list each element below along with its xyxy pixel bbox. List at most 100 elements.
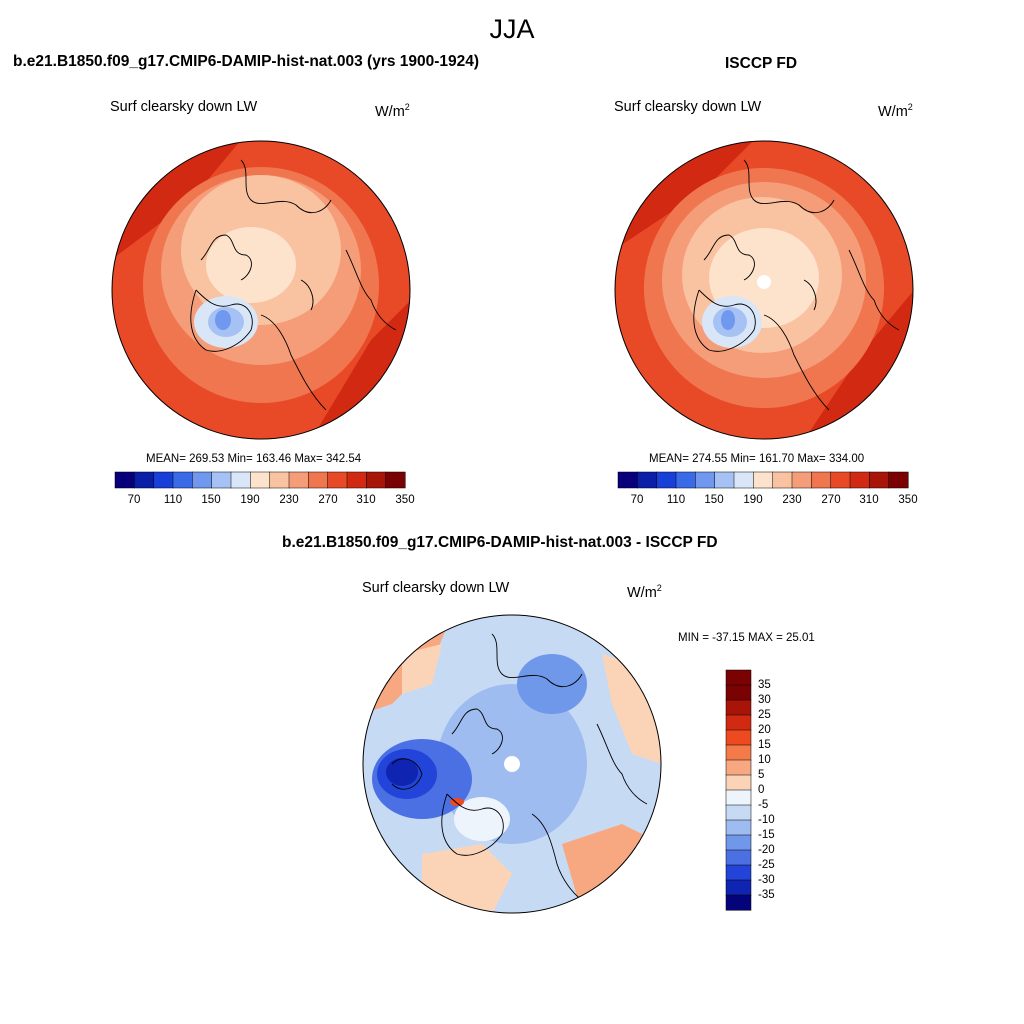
colorbar-swatch [772, 471, 793, 489]
colorbar-label: -20 [758, 844, 775, 856]
colorbar-swatch [830, 471, 851, 489]
colorbar-label: 190 [240, 494, 260, 506]
colorbar-swatch [346, 471, 367, 489]
colorbar-swatches [617, 471, 909, 489]
colorbar-swatch [269, 471, 290, 489]
colorbar-swatch [725, 849, 752, 866]
colorbar-swatch [849, 471, 870, 489]
coastline-greenland [190, 289, 253, 352]
colorbar-swatch [725, 819, 752, 836]
colorbar-swatch [725, 669, 752, 686]
panel-diff-map [362, 614, 662, 914]
field-neg-north [517, 654, 587, 714]
colorbar-label: 15 [758, 739, 771, 751]
coastline-segment [451, 708, 503, 755]
coastline-segment [345, 249, 397, 331]
colorbar-swatch [791, 471, 812, 489]
colorbar-swatch [725, 759, 752, 776]
field-greenland-zero [454, 797, 510, 841]
colorbar-label: 110 [666, 494, 686, 506]
colorbar-label: -10 [758, 814, 775, 826]
field-greenland-170 [215, 310, 231, 330]
coastline-segment [703, 234, 755, 281]
colorbar-swatch [695, 471, 716, 489]
coastline-segment [803, 279, 817, 311]
colorbar-label: 350 [395, 494, 415, 506]
coastline-hudson [391, 758, 423, 790]
colorbar-swatch [250, 471, 271, 489]
colorbar-swatch [656, 471, 677, 489]
panel-diff-stats: MIN = -37.15 MAX = 25.01 [678, 632, 815, 644]
panel-diff-units: W/m2 [627, 583, 662, 601]
panel-diff-variable: Surf clearsky down LW [362, 580, 510, 596]
colorbar-swatch [869, 471, 890, 489]
colorbar-label: 70 [630, 494, 644, 506]
panel-diff-colorbar [725, 669, 752, 911]
season-title: JJA [489, 14, 535, 44]
colorbar-label: 0 [758, 784, 765, 796]
coastline-segment [531, 813, 588, 905]
field-positive-nw-light [402, 644, 442, 694]
panel-obs-units: W/m2 [878, 102, 913, 120]
colorbar-label: 270 [318, 494, 338, 506]
colorbar-swatch [725, 774, 752, 791]
panel-model-colorbar [114, 471, 406, 489]
colorbar-label: 150 [201, 494, 221, 506]
coastline-segment [200, 234, 252, 281]
colorbar-swatch [725, 684, 752, 701]
colorbar-label: 20 [758, 724, 771, 736]
map-border [362, 614, 662, 914]
colorbar-swatch [327, 471, 348, 489]
colorbar-swatches [114, 471, 406, 489]
coastline-segment [300, 279, 314, 311]
colorbar-label: 310 [859, 494, 879, 506]
colorbar-label: 150 [704, 494, 724, 506]
colorbar-swatch [134, 471, 155, 489]
panel-model-title: b.e21.B1850.f09_g17.CMIP6-DAMIP-hist-nat… [13, 53, 480, 70]
colorbar-label: 30 [758, 694, 771, 706]
colorbar-swatches [725, 669, 752, 911]
colorbar-swatch [211, 471, 232, 489]
colorbar-swatch [725, 879, 752, 896]
colorbar-label: 35 [758, 679, 771, 691]
colorbar-label: -5 [758, 799, 769, 811]
colorbar-label: 5 [758, 769, 765, 781]
colorbar-label: 310 [356, 494, 376, 506]
colorbar-swatch [385, 471, 406, 489]
colorbar-label: -35 [758, 889, 775, 901]
coastlines [391, 633, 648, 905]
colorbar-swatch [725, 699, 752, 716]
colorbar-swatch [617, 471, 638, 489]
field-neg-canada-min [386, 758, 418, 786]
colorbar-swatch [725, 744, 752, 761]
panel-model-stats: MEAN= 269.53 Min= 163.46 Max= 342.54 [146, 453, 362, 465]
colorbar-label: 10 [758, 754, 771, 766]
colorbar-label: -15 [758, 829, 775, 841]
colorbar-swatch [308, 471, 329, 489]
colorbar-label: 190 [743, 494, 763, 506]
coastlines [190, 159, 397, 411]
coastline-greenland [693, 289, 756, 352]
panel-model-variable: Surf clearsky down LW [110, 99, 258, 115]
panel-diff-colorbar-labels: 35 30 25 20 15 10 5 0 -5 -10 -15 -20 -25… [758, 670, 798, 910]
colorbar-swatch [230, 471, 251, 489]
colorbar-swatch [172, 471, 193, 489]
colorbar-swatch [637, 471, 658, 489]
panel-diff-title: b.e21.B1850.f09_g17.CMIP6-DAMIP-hist-nat… [282, 534, 718, 551]
colorbar-swatch [153, 471, 174, 489]
panel-model-map [111, 140, 411, 440]
colorbar-label: -30 [758, 874, 775, 886]
missing-pole [504, 756, 520, 772]
colorbar-label: 25 [758, 709, 771, 721]
coastline-segment [260, 314, 327, 411]
colorbar-label: 230 [279, 494, 299, 506]
coastline-segment [848, 249, 900, 331]
panel-model-units: W/m2 [375, 102, 410, 120]
colorbar-swatch [733, 471, 754, 489]
coastline-segment [596, 723, 648, 805]
colorbar-swatch [725, 714, 752, 731]
colorbar-label: 230 [782, 494, 802, 506]
colorbar-label: 270 [821, 494, 841, 506]
missing-pole [757, 275, 771, 289]
field-greenland-170 [721, 310, 735, 330]
